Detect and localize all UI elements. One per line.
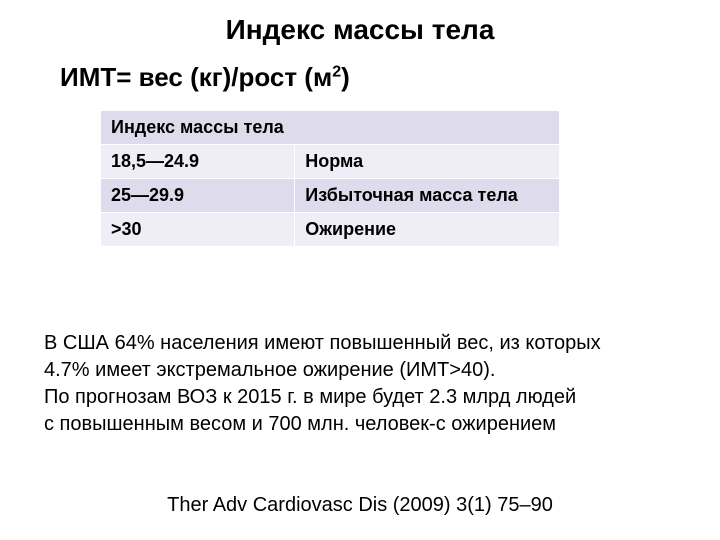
table-row: 18,5—24.9 Норма	[101, 145, 560, 179]
para-line: с повышенным весом и 700 млн. человек-с …	[44, 413, 556, 435]
table-header-row: Индекс массы тела	[101, 111, 560, 145]
citation: Ther Adv Cardiovasc Dis (2009) 3(1) 75–9…	[0, 494, 720, 517]
formula-suffix: )	[341, 62, 350, 92]
cell-range: 25—29.9	[101, 179, 295, 213]
para-line: В США 64% населения имеют повышенный вес…	[44, 332, 601, 354]
bmi-table: Индекс массы тела 18,5—24.9 Норма 25—29.…	[100, 110, 560, 247]
para-line: По прогнозам ВОЗ к 2015 г. в мире будет …	[44, 386, 576, 408]
formula-exponent: 2	[332, 63, 341, 80]
formula: ИМТ= вес (кг)/рост (м2)	[60, 62, 350, 93]
table-row: 25—29.9 Избыточная масса тела	[101, 179, 560, 213]
formula-prefix: ИМТ= вес (кг)/рост (м	[60, 62, 332, 92]
table-row: >30 Ожирение	[101, 213, 560, 247]
cell-range: 18,5—24.9	[101, 145, 295, 179]
slide: Индекс массы тела ИМТ= вес (кг)/рост (м2…	[0, 0, 720, 540]
cell-label: Норма	[295, 145, 560, 179]
para-line: 4.7% имеет экстремальное ожирение (ИМТ>4…	[44, 359, 495, 381]
body-paragraph: В США 64% населения имеют повышенный вес…	[44, 330, 684, 438]
cell-label: Ожирение	[295, 213, 560, 247]
page-title: Индекс массы тела	[0, 14, 720, 46]
cell-range: >30	[101, 213, 295, 247]
cell-label: Избыточная масса тела	[295, 179, 560, 213]
table-header: Индекс массы тела	[101, 111, 560, 145]
